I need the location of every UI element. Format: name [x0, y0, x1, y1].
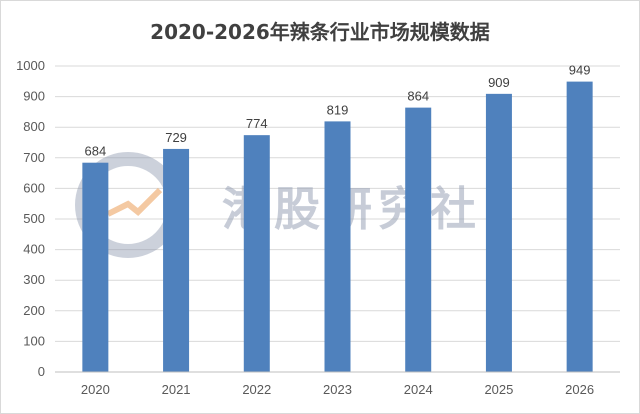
bar: [324, 121, 351, 372]
bars: [82, 81, 593, 372]
y-tick-label: 100: [23, 333, 45, 348]
data-label: 819: [327, 102, 349, 117]
x-tick-label: 2020: [81, 382, 110, 397]
x-axis-ticks: 2020 2021 2022 2023 2024 2025 2026: [81, 382, 594, 397]
watermark-arrow-icon: [106, 187, 163, 217]
data-label: 864: [407, 89, 429, 104]
y-axis-ticks: 0 100 200 300 400 500 600 700 800 900 1000: [16, 58, 45, 379]
y-tick-label: 0: [38, 364, 45, 379]
x-tick-label: 2023: [323, 382, 352, 397]
bar: [566, 81, 593, 372]
data-label: 909: [488, 75, 510, 90]
chart-title: 2020-2026年辣条行业市场规模数据: [150, 20, 490, 44]
y-tick-label: 900: [23, 89, 45, 104]
y-tick-label: 500: [23, 211, 45, 226]
y-tick-label: 300: [23, 272, 45, 287]
bar: [243, 135, 270, 372]
x-tick-label: 2025: [484, 382, 513, 397]
y-tick-label: 700: [23, 150, 45, 165]
x-tick-label: 2026: [565, 382, 594, 397]
y-tick-label: 200: [23, 303, 45, 318]
y-tick-label: 1000: [16, 58, 45, 73]
x-tick-label: 2021: [162, 382, 191, 397]
data-labels: 684 729 774 819 864 909 949: [85, 63, 591, 159]
x-tick-label: 2022: [242, 382, 271, 397]
data-label: 774: [246, 116, 268, 131]
bar: [405, 107, 432, 372]
bar: [82, 162, 109, 372]
data-label: 949: [569, 63, 591, 78]
y-tick-label: 600: [23, 180, 45, 195]
y-tick-label: 800: [23, 119, 45, 134]
data-label: 729: [165, 130, 187, 145]
y-tick-label: 400: [23, 242, 45, 257]
bar: [163, 148, 190, 372]
x-tick-label: 2024: [404, 382, 433, 397]
bar: [485, 93, 512, 372]
data-label: 684: [85, 144, 107, 159]
